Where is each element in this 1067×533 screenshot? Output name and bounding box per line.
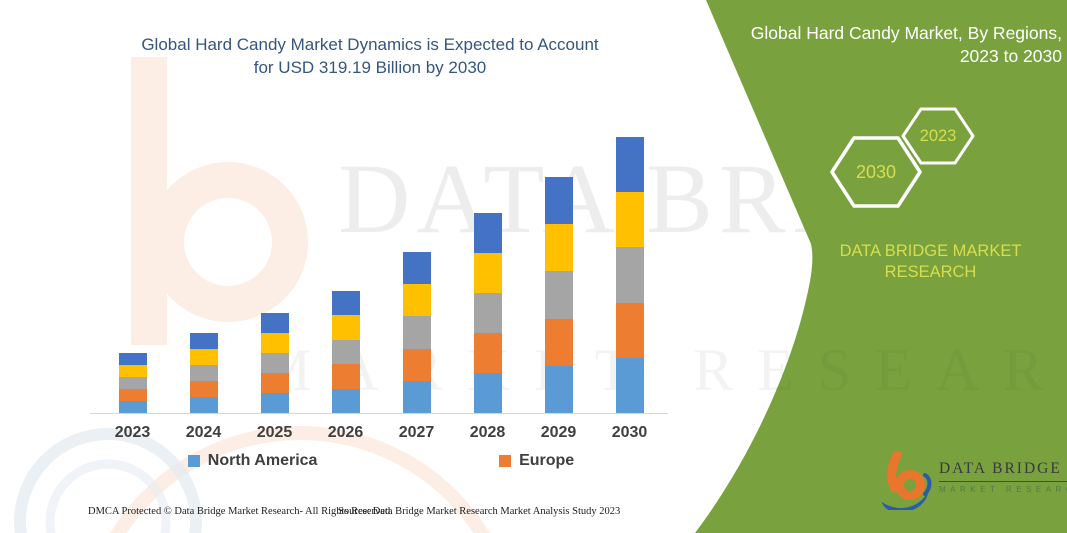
bar-segment xyxy=(544,271,573,319)
brand-text-line2: RESEARCH xyxy=(884,263,977,282)
logo-texts: DATA BRIDGE MARKET RESEARCH xyxy=(939,460,1067,494)
bar-segment xyxy=(118,365,147,377)
x-axis-label: 2023 xyxy=(114,424,151,441)
bar-segment xyxy=(331,364,360,389)
brand-text: DATA BRIDGE MARKET RESEARCH xyxy=(838,241,1023,284)
bar-segment xyxy=(118,353,147,365)
watermark-circle-outer xyxy=(14,428,202,533)
bar-segment xyxy=(260,393,289,413)
brand-text-line1: DATA BRIDGE MARKET xyxy=(839,242,1022,260)
bar-segment xyxy=(402,380,431,413)
x-axis-label: 2028 xyxy=(469,424,506,441)
hexagon-2023 xyxy=(901,107,975,165)
bar-segment xyxy=(118,389,147,401)
green-panel-shape xyxy=(695,0,1067,533)
bar-segment xyxy=(615,192,644,248)
databridge-logo-icon xyxy=(882,452,932,510)
panel-heading: Global Hard Candy Market, By Regions, 20… xyxy=(717,22,1062,68)
watermark-circle-inner xyxy=(45,459,171,533)
bar-segment xyxy=(189,365,218,381)
stacked-bar-2027 xyxy=(402,252,431,413)
bar-segment xyxy=(118,401,147,413)
dmca-footer-text: DMCA Protected © Data Bridge Market Rese… xyxy=(88,506,393,517)
chart-title-line2: for USD 319.19 Billion by 2030 xyxy=(253,57,487,77)
source-footer-text: Source: Data Bridge Market Research Mark… xyxy=(338,506,621,517)
bar-segment xyxy=(473,253,502,293)
stacked-bar-2026 xyxy=(331,291,360,413)
stacked-bar-2023 xyxy=(118,353,147,413)
bar-segment xyxy=(331,339,360,365)
bar-segment xyxy=(615,137,644,193)
bar-segment xyxy=(331,388,360,413)
stacked-bar-2028 xyxy=(473,213,502,413)
x-axis-label: 2027 xyxy=(398,424,435,441)
x-axis-line xyxy=(90,413,668,414)
watermark-b-bowl xyxy=(148,162,308,322)
x-axis-label: 2030 xyxy=(611,424,648,441)
bar-segment xyxy=(402,348,431,381)
bar-segment xyxy=(402,316,431,349)
legend-label: North America xyxy=(207,452,318,469)
databridge-logo: DATA BRIDGE MARKET RESEARCH xyxy=(880,452,1067,514)
x-axis-label: 2026 xyxy=(327,424,364,441)
bar-segment xyxy=(189,397,218,413)
hexagon-2030-label: 2030 xyxy=(855,162,897,182)
bar-segment xyxy=(331,291,360,316)
bar-segment xyxy=(260,353,289,373)
bar-segment xyxy=(260,373,289,393)
legend-swatch xyxy=(187,455,200,467)
bar-segment xyxy=(473,293,502,333)
bar-segment xyxy=(615,357,644,413)
bar-segment xyxy=(473,213,502,253)
bar-segment xyxy=(260,313,289,333)
panel-heading-line1: Global Hard Candy Market, By Regions, xyxy=(750,23,1062,43)
legend-item: Europe xyxy=(499,452,574,470)
plot-area xyxy=(97,130,665,413)
legend-swatch xyxy=(499,455,512,467)
bar-segment xyxy=(615,247,644,303)
bar-segment xyxy=(402,284,431,317)
legend: North America Europe xyxy=(97,452,665,470)
watermark-peach-arc xyxy=(110,426,490,533)
bar-segment xyxy=(189,333,218,349)
bar-segment xyxy=(260,333,289,353)
bar-segment xyxy=(544,318,573,366)
x-axis-label: 2024 xyxy=(185,424,222,441)
stacked-bar-2025 xyxy=(260,313,289,413)
stacked-bar-2024 xyxy=(189,333,218,413)
chart-title-line1: Global Hard Candy Market Dynamics is Exp… xyxy=(141,35,599,54)
panel-heading-line2: 2023 to 2030 xyxy=(959,45,1062,66)
watermark-marketresearch-text: MARKET RESEARCH xyxy=(258,337,1067,403)
stacked-bar-2030 xyxy=(615,137,644,413)
bar-segment xyxy=(544,177,573,225)
x-axis-label: 2029 xyxy=(540,424,577,441)
logo-name: DATA BRIDGE xyxy=(939,460,1067,482)
legend-item: North America xyxy=(187,452,318,470)
legend-label: Europe xyxy=(519,452,575,469)
logo-subtitle: MARKET RESEARCH xyxy=(939,485,1067,494)
bar-segment xyxy=(118,377,147,389)
bar-segment xyxy=(544,365,573,413)
bar-segment xyxy=(544,224,573,272)
bar-segment xyxy=(615,302,644,358)
x-axis-labels: 2023 2024 2025 2026 2027 2028 2029 2030 xyxy=(97,424,665,442)
bar-segment xyxy=(189,381,218,397)
bar-segment xyxy=(473,373,502,413)
chart-title: Global Hard Candy Market Dynamics is Exp… xyxy=(95,34,645,80)
bar-segment xyxy=(473,333,502,373)
bar-segment xyxy=(331,315,360,340)
bar-segment xyxy=(402,252,431,285)
bar-segment xyxy=(189,349,218,365)
hexagon-2030 xyxy=(830,136,922,208)
stacked-bar-2029 xyxy=(544,177,573,413)
x-axis-label: 2025 xyxy=(256,424,293,441)
hexagon-2023-label: 2023 xyxy=(919,127,957,145)
